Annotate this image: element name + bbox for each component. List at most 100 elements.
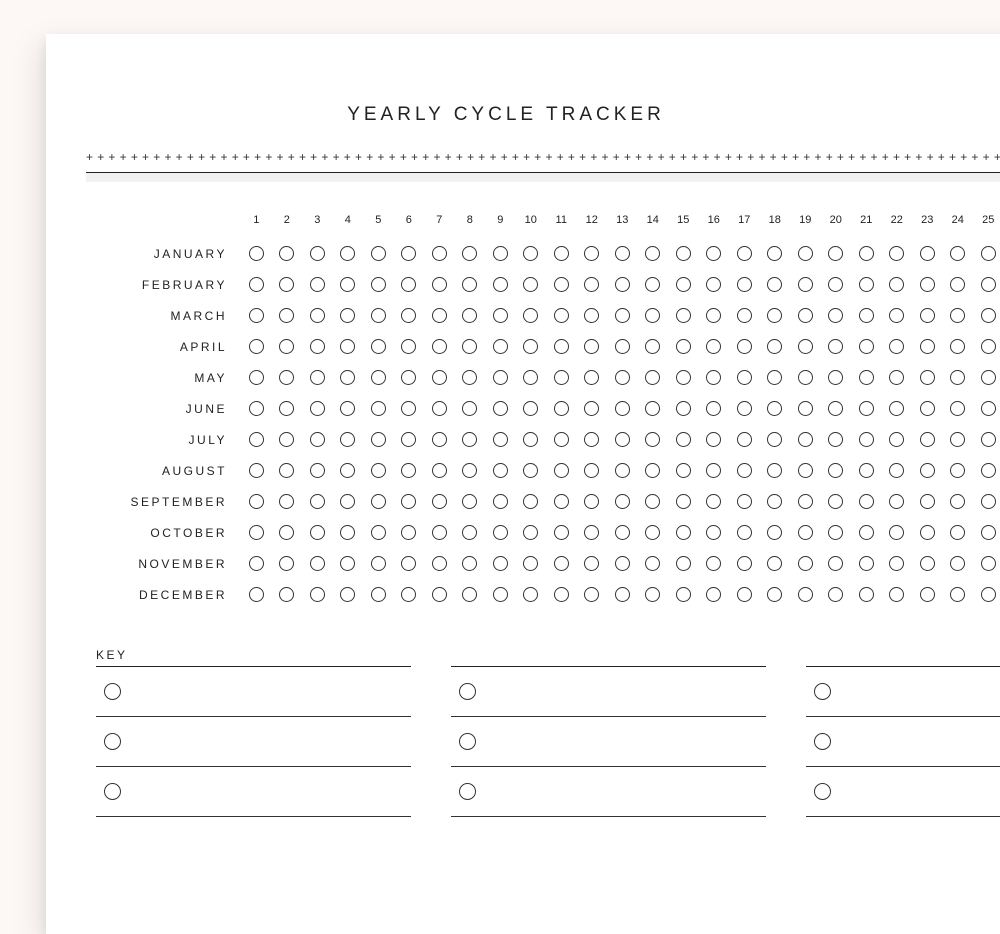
day-cell[interactable] <box>363 494 394 509</box>
day-cell[interactable] <box>485 494 516 509</box>
day-cell[interactable] <box>790 308 821 323</box>
day-cell[interactable] <box>729 525 760 540</box>
day-cell[interactable] <box>760 339 791 354</box>
day-cell[interactable] <box>882 277 913 292</box>
day-cell[interactable] <box>821 370 852 385</box>
day-cell[interactable] <box>943 494 974 509</box>
day-cell[interactable] <box>272 246 303 261</box>
day-cell[interactable] <box>577 401 608 416</box>
day-cell[interactable] <box>546 432 577 447</box>
day-cell[interactable] <box>455 339 486 354</box>
day-cell[interactable] <box>729 308 760 323</box>
key-item[interactable] <box>451 717 766 767</box>
day-cell[interactable] <box>790 525 821 540</box>
day-cell[interactable] <box>333 587 364 602</box>
day-cell[interactable] <box>790 432 821 447</box>
day-cell[interactable] <box>577 494 608 509</box>
day-cell[interactable] <box>607 246 638 261</box>
day-cell[interactable] <box>638 277 669 292</box>
day-cell[interactable] <box>821 432 852 447</box>
day-cell[interactable] <box>943 463 974 478</box>
day-cell[interactable] <box>394 277 425 292</box>
day-cell[interactable] <box>882 587 913 602</box>
day-cell[interactable] <box>272 339 303 354</box>
day-cell[interactable] <box>729 587 760 602</box>
day-cell[interactable] <box>363 463 394 478</box>
day-cell[interactable] <box>577 432 608 447</box>
day-cell[interactable] <box>912 556 943 571</box>
day-cell[interactable] <box>882 525 913 540</box>
day-cell[interactable] <box>607 339 638 354</box>
day-cell[interactable] <box>241 246 272 261</box>
day-cell[interactable] <box>516 587 547 602</box>
day-cell[interactable] <box>790 494 821 509</box>
day-cell[interactable] <box>821 246 852 261</box>
day-cell[interactable] <box>363 401 394 416</box>
day-cell[interactable] <box>272 494 303 509</box>
day-cell[interactable] <box>912 401 943 416</box>
day-cell[interactable] <box>912 277 943 292</box>
day-cell[interactable] <box>485 525 516 540</box>
day-cell[interactable] <box>363 277 394 292</box>
day-cell[interactable] <box>302 401 333 416</box>
day-cell[interactable] <box>394 370 425 385</box>
day-cell[interactable] <box>394 525 425 540</box>
day-cell[interactable] <box>302 246 333 261</box>
day-cell[interactable] <box>668 339 699 354</box>
key-item[interactable] <box>806 767 1000 817</box>
day-cell[interactable] <box>882 463 913 478</box>
day-cell[interactable] <box>302 463 333 478</box>
day-cell[interactable] <box>638 556 669 571</box>
day-cell[interactable] <box>333 432 364 447</box>
day-cell[interactable] <box>272 370 303 385</box>
day-cell[interactable] <box>241 277 272 292</box>
day-cell[interactable] <box>424 277 455 292</box>
day-cell[interactable] <box>760 494 791 509</box>
day-cell[interactable] <box>455 277 486 292</box>
day-cell[interactable] <box>638 401 669 416</box>
day-cell[interactable] <box>760 401 791 416</box>
day-cell[interactable] <box>729 556 760 571</box>
day-cell[interactable] <box>302 339 333 354</box>
day-cell[interactable] <box>699 308 730 323</box>
day-cell[interactable] <box>973 587 1000 602</box>
day-cell[interactable] <box>516 401 547 416</box>
day-cell[interactable] <box>851 463 882 478</box>
day-cell[interactable] <box>333 525 364 540</box>
day-cell[interactable] <box>943 277 974 292</box>
day-cell[interactable] <box>546 339 577 354</box>
day-cell[interactable] <box>516 556 547 571</box>
day-cell[interactable] <box>821 525 852 540</box>
day-cell[interactable] <box>455 246 486 261</box>
day-cell[interactable] <box>638 587 669 602</box>
day-cell[interactable] <box>699 587 730 602</box>
day-cell[interactable] <box>699 277 730 292</box>
day-cell[interactable] <box>912 587 943 602</box>
day-cell[interactable] <box>424 401 455 416</box>
day-cell[interactable] <box>943 339 974 354</box>
key-item[interactable] <box>96 667 411 717</box>
day-cell[interactable] <box>485 277 516 292</box>
day-cell[interactable] <box>302 277 333 292</box>
day-cell[interactable] <box>424 370 455 385</box>
day-cell[interactable] <box>607 525 638 540</box>
day-cell[interactable] <box>424 525 455 540</box>
day-cell[interactable] <box>577 246 608 261</box>
day-cell[interactable] <box>668 246 699 261</box>
day-cell[interactable] <box>455 587 486 602</box>
day-cell[interactable] <box>363 308 394 323</box>
day-cell[interactable] <box>577 370 608 385</box>
day-cell[interactable] <box>638 463 669 478</box>
day-cell[interactable] <box>729 370 760 385</box>
day-cell[interactable] <box>973 432 1000 447</box>
day-cell[interactable] <box>973 401 1000 416</box>
day-cell[interactable] <box>668 525 699 540</box>
day-cell[interactable] <box>607 463 638 478</box>
day-cell[interactable] <box>302 556 333 571</box>
day-cell[interactable] <box>668 432 699 447</box>
day-cell[interactable] <box>607 587 638 602</box>
day-cell[interactable] <box>882 339 913 354</box>
day-cell[interactable] <box>241 401 272 416</box>
key-item[interactable] <box>451 667 766 717</box>
day-cell[interactable] <box>424 494 455 509</box>
